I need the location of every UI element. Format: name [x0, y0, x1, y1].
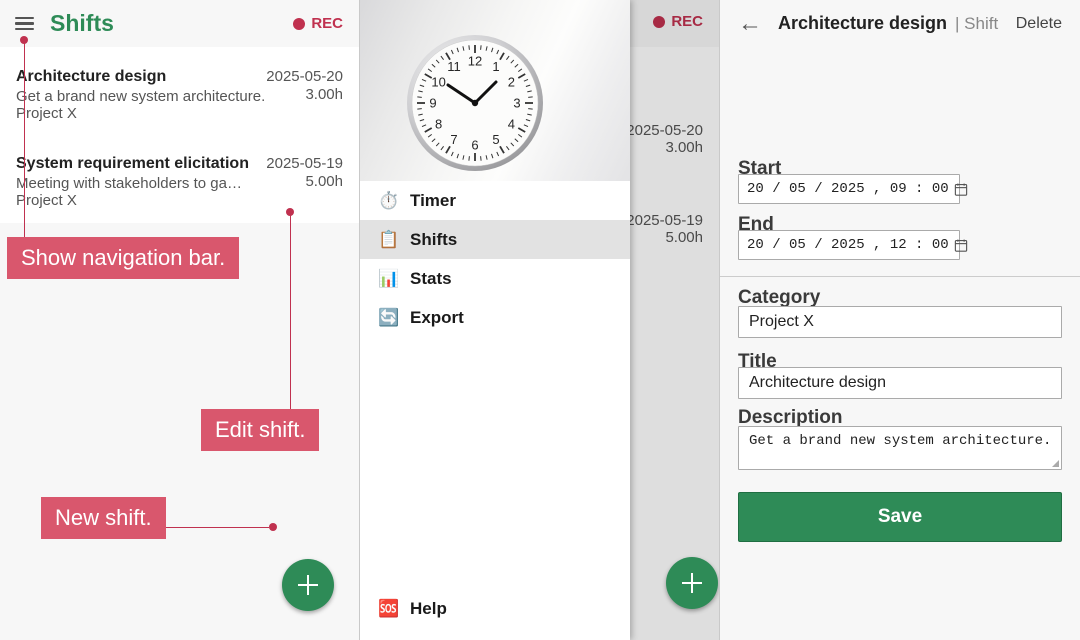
svg-text:1: 1 [492, 59, 499, 74]
svg-text:5: 5 [492, 132, 499, 147]
svg-text:4: 4 [508, 117, 515, 132]
svg-text:7: 7 [450, 132, 457, 147]
svg-text:12: 12 [468, 54, 482, 69]
svg-text:3: 3 [513, 96, 520, 111]
svg-text:2: 2 [508, 75, 515, 90]
svg-text:6: 6 [471, 138, 478, 153]
svg-text:10: 10 [431, 75, 445, 90]
svg-text:8: 8 [435, 117, 442, 132]
svg-text:11: 11 [447, 59, 461, 74]
svg-text:9: 9 [429, 96, 436, 111]
